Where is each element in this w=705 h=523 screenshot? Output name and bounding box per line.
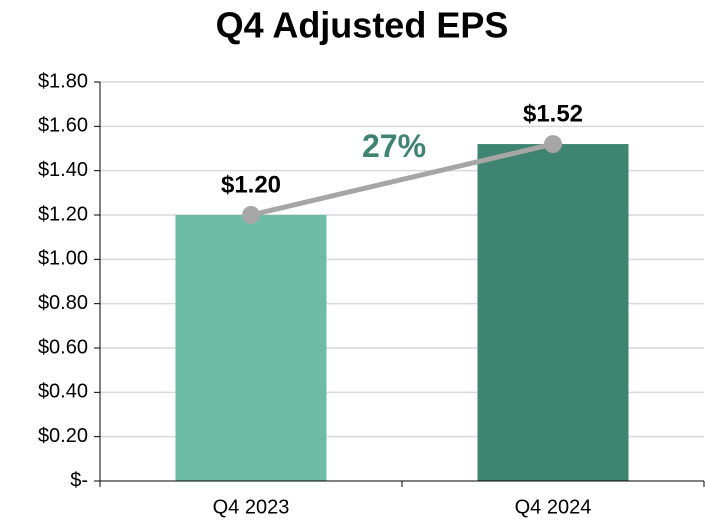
bar — [477, 144, 629, 482]
data-label: $1.20 — [221, 171, 281, 198]
line-marker — [242, 206, 260, 224]
y-tick-label: $1.00 — [38, 248, 88, 270]
bar — [175, 215, 327, 481]
growth-line — [250, 141, 554, 218]
chart-title: Q4 Adjusted EPS — [216, 5, 509, 46]
y-tick-label: $1.60 — [38, 115, 88, 137]
line-marker — [544, 135, 562, 154]
x-tick-label: Q4 2024 — [515, 496, 592, 518]
y-tick-label: $- — [70, 469, 88, 491]
y-tick-label: $0.20 — [38, 425, 88, 447]
y-tick-label: $1.80 — [38, 70, 88, 92]
data-label: $1.52 — [523, 100, 583, 127]
y-tick-label: $1.40 — [38, 159, 88, 181]
x-tick-label: Q4 2023 — [213, 496, 290, 518]
y-tick-label: $0.80 — [38, 292, 88, 314]
y-tick-label: $0.40 — [38, 381, 88, 403]
y-tick-label: $1.20 — [38, 203, 88, 225]
y-tick-label: $0.60 — [38, 336, 88, 358]
growth-annotation: 27% — [362, 128, 426, 164]
